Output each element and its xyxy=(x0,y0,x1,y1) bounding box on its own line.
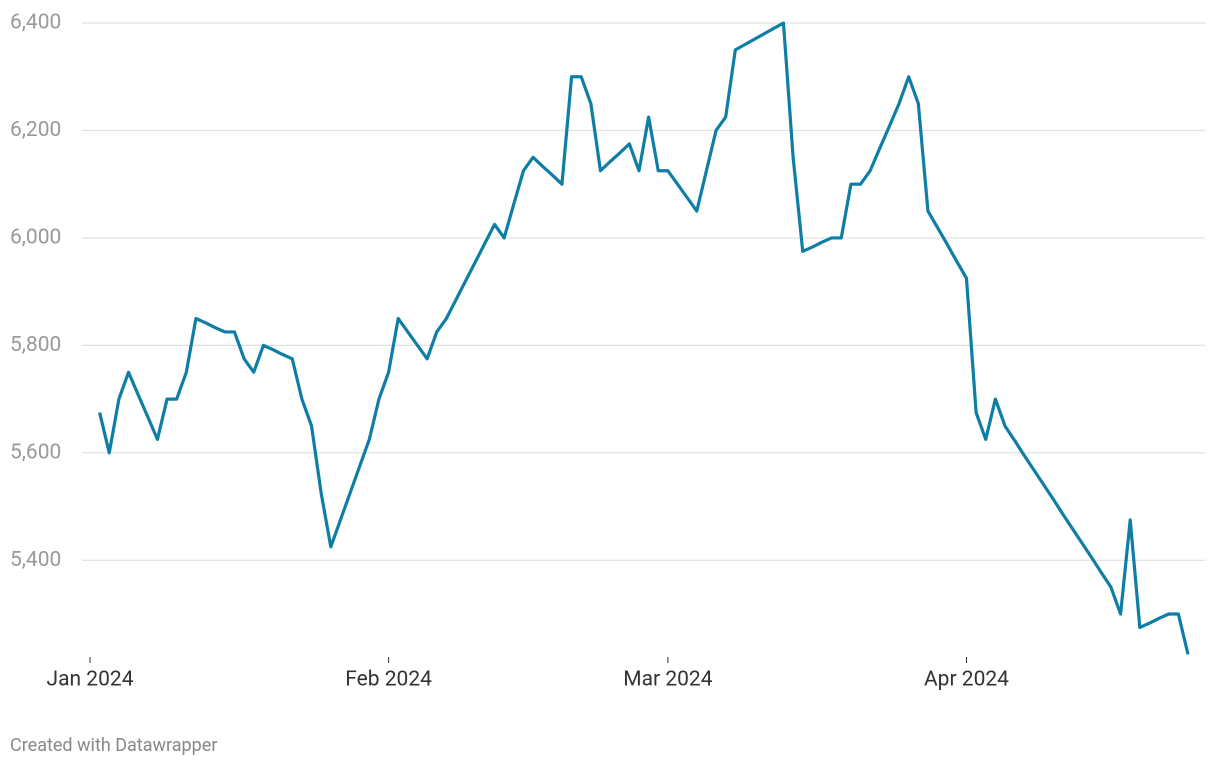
y-tick-label: 5,400 xyxy=(10,548,61,572)
x-tick-label: Feb 2024 xyxy=(345,668,432,692)
y-tick-label: 5,600 xyxy=(10,440,61,464)
line xyxy=(98,21,1190,655)
y-tick-label: 5,800 xyxy=(10,333,61,357)
y-tick-label: 6,400 xyxy=(10,11,61,35)
x-tick-label: Jan 2024 xyxy=(46,668,133,692)
y-tick-label: 6,200 xyxy=(10,118,61,142)
x-tick-label: Apr 2024 xyxy=(924,668,1009,692)
y-tick-label: 6,000 xyxy=(10,225,61,249)
x-tick-label: Mar 2024 xyxy=(623,668,712,692)
footer: Created with Datawrapper xyxy=(10,735,217,756)
